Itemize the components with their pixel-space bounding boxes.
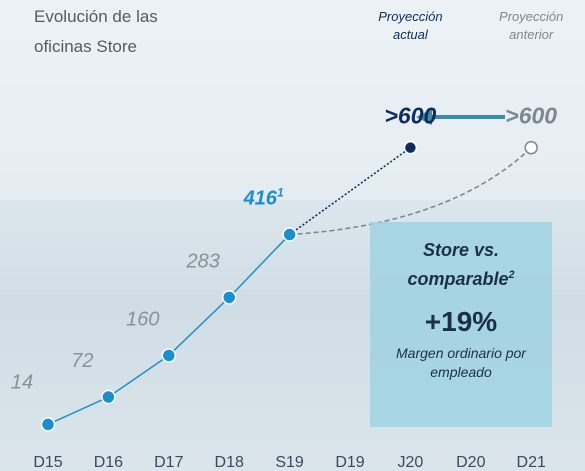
data-label: 160 bbox=[126, 308, 159, 330]
background bbox=[0, 0, 585, 200]
data-label: 283 bbox=[186, 250, 220, 272]
x-tick-label: D17 bbox=[154, 454, 183, 471]
callout: Store vs. comparable2 +19% Margen ordina… bbox=[370, 222, 552, 427]
x-tick-label: D20 bbox=[456, 454, 485, 471]
x-tick-label: D15 bbox=[33, 454, 62, 471]
x-tick-label: D19 bbox=[335, 454, 364, 471]
data-label-value: 416 bbox=[243, 188, 278, 210]
projection-point bbox=[403, 140, 418, 155]
callout-title: Store vs. comparable2 bbox=[370, 238, 552, 292]
projection-value-label: >600 bbox=[384, 103, 436, 129]
data-label: 72 bbox=[71, 350, 93, 372]
data-label-value: 72 bbox=[71, 350, 93, 372]
point bbox=[40, 417, 56, 432]
projection-label: Proyección anterior bbox=[499, 9, 564, 42]
point bbox=[161, 348, 177, 363]
x-tick-label: S19 bbox=[275, 454, 304, 471]
x-tick-label: D21 bbox=[517, 454, 546, 471]
callout-text: Margen ordinario por empleado bbox=[396, 345, 526, 380]
data-label-value: 283 bbox=[186, 250, 220, 272]
projection-point bbox=[524, 140, 538, 155]
arrow-head bbox=[416, 109, 432, 125]
callout-title-text: Store vs. comparable bbox=[407, 240, 509, 289]
x-tick-label: D16 bbox=[94, 454, 123, 471]
data-label: 14 bbox=[11, 371, 33, 393]
data-label-value: 14 bbox=[11, 371, 33, 393]
point bbox=[221, 290, 237, 305]
projection-line bbox=[289, 147, 411, 236]
projection-value-label: >600 bbox=[505, 103, 557, 129]
chart-title: Evolución de las oficinas Store bbox=[34, 7, 158, 56]
point bbox=[282, 227, 297, 242]
data-label: 4161 bbox=[243, 186, 284, 210]
x-tick-label: D18 bbox=[215, 454, 244, 471]
x-tick-label: J20 bbox=[398, 454, 424, 471]
projection-label: Proyección actual bbox=[378, 9, 443, 42]
data-label-value: 160 bbox=[126, 308, 159, 330]
callout-value: +19% bbox=[424, 306, 498, 337]
point bbox=[101, 389, 116, 405]
footnote-mark: 1 bbox=[277, 186, 284, 200]
projection-line bbox=[289, 147, 532, 236]
footnote-mark: 2 bbox=[508, 269, 515, 281]
